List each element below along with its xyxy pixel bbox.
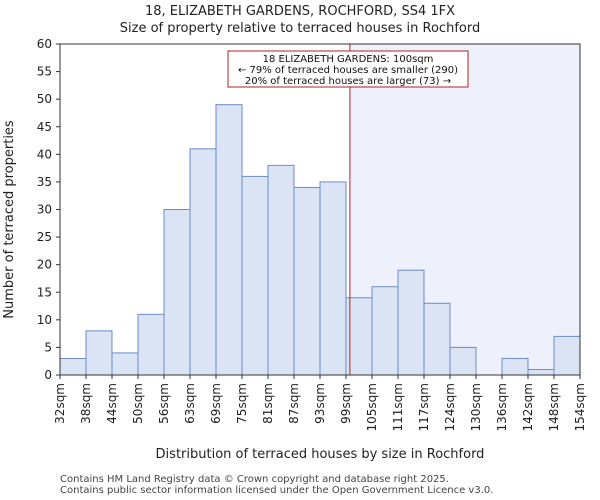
x-tick-label: 130sqm: [469, 383, 483, 431]
x-tick-label: 124sqm: [443, 383, 457, 431]
x-axis-ticks: 32sqm 38sqm 44sqm 50sqm 56sqm 63sqm 69sqm 75sqm…: [53, 375, 587, 431]
x-tick-label: 63sqm: [183, 383, 197, 424]
y-tick-label: 10: [37, 313, 52, 327]
y-tick-label: 40: [37, 147, 52, 161]
bar-117sqm: [423, 302, 451, 376]
footer-line-1: Contains HM Land Registry data © Crown c…: [60, 474, 449, 485]
x-tick-label: 38sqm: [79, 383, 93, 424]
attribution-footer: Contains HM Land Registry data © Crown c…: [60, 474, 493, 496]
x-tick-label: 56sqm: [157, 383, 171, 424]
x-tick-label: 111sqm: [391, 383, 405, 431]
bar-148sqm: [553, 335, 581, 376]
bar-69sqm: [215, 104, 243, 376]
y-tick-label: 15: [37, 285, 52, 299]
annotation-line-3: 20% of terraced houses are larger (73) →: [245, 76, 451, 87]
y-axis-label: Number of terraced properties: [2, 120, 17, 319]
x-tick-label: 99sqm: [339, 383, 353, 424]
bar-32sqm: [59, 357, 87, 376]
bar-50sqm: [137, 313, 165, 376]
annotation-border: [227, 50, 469, 88]
y-tick-label: 25: [37, 230, 52, 244]
y-tick-label: 50: [37, 92, 52, 106]
x-tick-label: 75sqm: [235, 383, 249, 424]
x-tick-label: 81sqm: [261, 383, 275, 424]
x-tick-label: 93sqm: [313, 383, 327, 424]
bar-56sqm: [163, 209, 191, 376]
y-tick-label: 20: [37, 258, 52, 272]
y-tick-label: 45: [37, 120, 52, 134]
bars-group: [59, 104, 581, 376]
annotation-line-2: ← 79% of terraced houses are smaller (29…: [238, 65, 458, 76]
bar-75sqm: [241, 175, 269, 376]
bar-63sqm: [189, 148, 217, 376]
bar-87sqm: [293, 186, 321, 376]
bar-44sqm: [111, 352, 139, 376]
x-tick-label: 136sqm: [495, 383, 509, 431]
x-tick-label: 105sqm: [365, 383, 379, 431]
x-tick-label: 87sqm: [287, 383, 301, 424]
bar-124sqm: [449, 346, 477, 376]
annotation-line-1: 18 ELIZABETH GARDENS: 100sqm: [263, 54, 434, 65]
footer-line-2: Contains public sector information licen…: [60, 485, 494, 496]
bar-136sqm: [501, 357, 529, 376]
y-tick-label: 60: [37, 37, 52, 51]
x-tick-label: 154sqm: [573, 383, 587, 431]
bar-38sqm: [85, 330, 113, 376]
x-tick-label: 50sqm: [131, 383, 145, 424]
y-tick-label: 55: [37, 65, 52, 79]
y-tick-label: 0: [44, 368, 52, 382]
x-axis-label: Distribution of terraced houses by size …: [156, 447, 485, 462]
x-tick-label: 69sqm: [209, 383, 223, 424]
x-tick-label: 32sqm: [53, 383, 67, 424]
x-tick-label: 117sqm: [417, 383, 431, 431]
chart-title: 18, ELIZABETH GARDENS, ROCHFORD, SS4 1FX: [144, 4, 456, 19]
x-tick-label: 44sqm: [105, 383, 119, 424]
bar-111sqm: [397, 269, 425, 376]
y-tick-label: 5: [44, 340, 52, 354]
x-tick-label: 142sqm: [521, 383, 535, 431]
bar-105sqm: [371, 286, 399, 376]
bar-142sqm: [527, 368, 555, 376]
chart-subtitle: Size of property relative to terraced ho…: [119, 21, 481, 36]
bar-93sqm: [319, 181, 347, 376]
y-tick-label: 30: [37, 203, 52, 217]
annotation-box: 18 ELIZABETH GARDENS: 100sqm ← 79% of te…: [227, 50, 469, 88]
x-tick-label: 148sqm: [547, 383, 561, 431]
bar-81sqm: [267, 164, 295, 376]
y-axis-ticks: 0 5 10 15 20 25 30 35 40 45 50 55 60: [37, 37, 60, 382]
y-tick-label: 35: [37, 175, 52, 189]
